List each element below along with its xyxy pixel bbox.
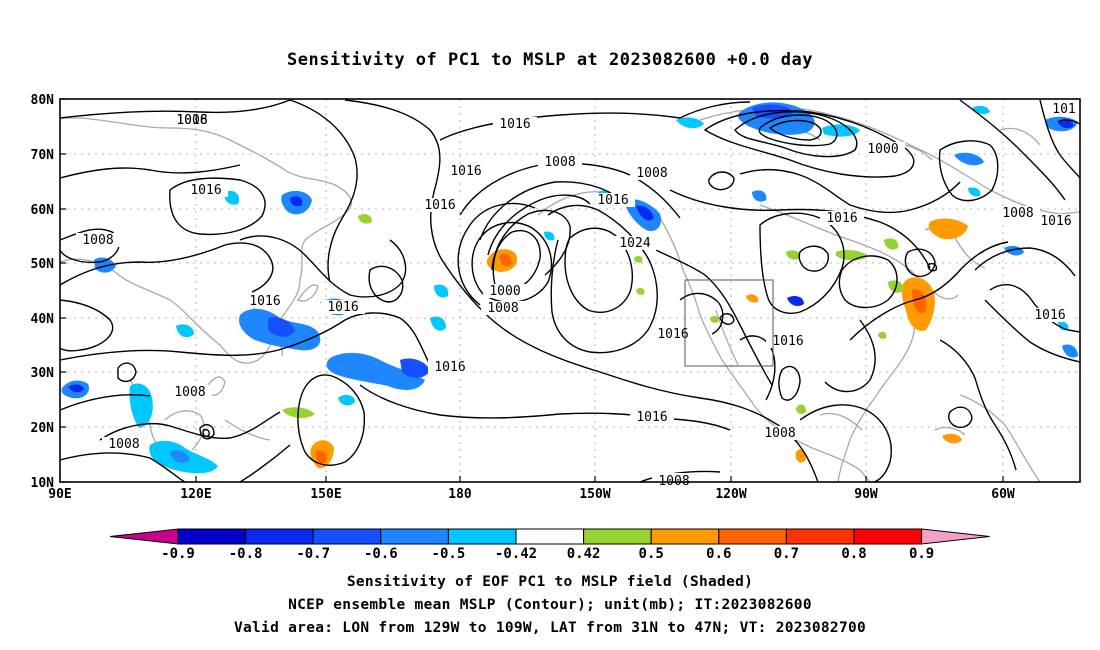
colorbar-tick-label: 0.42 bbox=[567, 546, 601, 562]
contour-label-1008-d: 1008 bbox=[108, 437, 139, 452]
lon-label: 90W bbox=[854, 487, 878, 502]
lat-label: 20N bbox=[31, 421, 55, 436]
lon-label: 60W bbox=[991, 487, 1015, 502]
colorbar-under-triangle bbox=[109, 528, 179, 545]
colorbar-over-triangle bbox=[921, 528, 990, 545]
contour-label-1008-h: 1008 bbox=[764, 426, 795, 441]
lat-label: 40N bbox=[31, 312, 55, 327]
colorbar-tick-label: 0.9 bbox=[909, 546, 934, 562]
contour-label-1008-g: 1008 bbox=[636, 166, 667, 181]
colorbar-tick-label: -0.9 bbox=[161, 546, 195, 562]
lon-label: 180 bbox=[448, 487, 472, 502]
contour-label-101-partial: 101 bbox=[1052, 102, 1075, 117]
colorbar-tick-label: -0.5 bbox=[432, 546, 466, 562]
contour-label-1016-h: 1016 bbox=[597, 193, 628, 208]
contour-label-1008-a: 1008 bbox=[176, 113, 207, 128]
colorbar-tick-label: 0.7 bbox=[774, 546, 799, 562]
latitude-axis-labels: 80N 70N 60N 50N 40N 30N 20N 10N bbox=[31, 93, 55, 491]
lon-label: 90E bbox=[48, 487, 71, 502]
contour-label-1008-f: 1008 bbox=[544, 155, 575, 170]
colorbar-tick-label: 0.5 bbox=[639, 546, 664, 562]
longitude-axis-labels: 90E 120E 150E 180 150W 120W 90W 60W bbox=[48, 487, 1015, 502]
caption-shading-description: Sensitivity of EOF PC1 to MSLP field (Sh… bbox=[346, 574, 754, 590]
contour-label-1016-c: 1016 bbox=[327, 300, 358, 315]
contour-label-1008-c: 1008 bbox=[174, 385, 205, 400]
contour-label-1016-o: 1016 bbox=[176, 113, 207, 128]
contour-label-1016-g: 1016 bbox=[499, 117, 530, 132]
colorbar-labels: -0.9 -0.8 -0.7 -0.6 -0.5 -0.42 0.42 0.5 0.6 0.7 0.… bbox=[161, 546, 934, 562]
valid-area-box bbox=[684, 279, 774, 367]
contour-label-1016-b: 1016 bbox=[249, 294, 280, 309]
colorbar-segment bbox=[312, 528, 382, 545]
lon-label: 120E bbox=[180, 487, 211, 502]
contour-label-1016-f: 1016 bbox=[450, 164, 481, 179]
contour-label-1016-k: 1016 bbox=[772, 334, 803, 349]
contour-label-1016-n: 1016 bbox=[1034, 308, 1065, 323]
colorbar-tick-label: -0.7 bbox=[296, 546, 330, 562]
mslp-contours bbox=[60, 99, 1080, 482]
colorbar-tick-label: -0.42 bbox=[495, 546, 537, 562]
colorbar-tick-label: -0.6 bbox=[364, 546, 398, 562]
colorbar-segment bbox=[380, 528, 449, 545]
lat-lon-grid bbox=[60, 99, 1080, 482]
contour-label-1016-m: 1016 bbox=[1040, 214, 1071, 229]
contour-label-1016-i: 1016 bbox=[657, 327, 688, 342]
contour-label-1008-e: 1008 bbox=[487, 301, 518, 316]
lat-label: 50N bbox=[31, 257, 55, 272]
positive-sensitivity-shading bbox=[282, 214, 968, 469]
lon-label: 120W bbox=[715, 487, 746, 502]
colorbar-tick-label: 0.6 bbox=[706, 546, 731, 562]
colorbar bbox=[109, 528, 990, 545]
contour-label-1024: 1024 bbox=[619, 236, 650, 251]
caption-valid-area: Valid area: LON from 129W to 109W, LAT f… bbox=[233, 620, 867, 636]
contour-label-1016-e: 1016 bbox=[434, 360, 465, 375]
axis-ticks bbox=[59, 98, 1004, 483]
colorbar-segment bbox=[245, 528, 314, 545]
contour-label-backgrounds bbox=[76, 102, 1080, 482]
colorbar-segment bbox=[515, 528, 585, 545]
lat-label: 10N bbox=[31, 476, 55, 491]
lat-label: 80N bbox=[31, 93, 55, 108]
contour-label-1000-b: 1000 bbox=[867, 142, 898, 157]
contour-label-1008-i: 1008 bbox=[1002, 206, 1033, 221]
colorbar-segment bbox=[177, 528, 247, 545]
contour-label-1016-a: 1016 bbox=[190, 183, 221, 198]
colorbar-tick-label: -0.8 bbox=[229, 546, 263, 562]
colorbar-segment bbox=[853, 528, 923, 545]
colorbar-tick-label: 0.8 bbox=[841, 546, 866, 562]
colorbar-segment bbox=[718, 528, 787, 545]
lat-label: 70N bbox=[31, 148, 55, 163]
chart-title: Sensitivity of PC1 to MSLP at 2023082600… bbox=[286, 50, 813, 70]
colorbar-segment bbox=[650, 528, 720, 545]
lon-label: 150E bbox=[310, 487, 341, 502]
colorbar-segment bbox=[583, 528, 652, 545]
contour-label-1016-d: 1016 bbox=[424, 198, 455, 213]
lat-label: 30N bbox=[31, 366, 55, 381]
contour-label-1000-a: 1000 bbox=[489, 284, 520, 299]
contour-label-1008-b: 1008 bbox=[82, 233, 113, 248]
colorbar-segment bbox=[785, 528, 855, 545]
colorbar-segment bbox=[447, 528, 517, 545]
lat-label: 60N bbox=[31, 203, 55, 218]
lon-label: 150W bbox=[579, 487, 610, 502]
caption-contour-description: NCEP ensemble mean MSLP (Contour); unit(… bbox=[288, 597, 812, 613]
contour-label-1016-l: 1016 bbox=[826, 211, 857, 226]
map-frame bbox=[59, 98, 1081, 483]
contour-label-1016-j: 1016 bbox=[636, 410, 667, 425]
